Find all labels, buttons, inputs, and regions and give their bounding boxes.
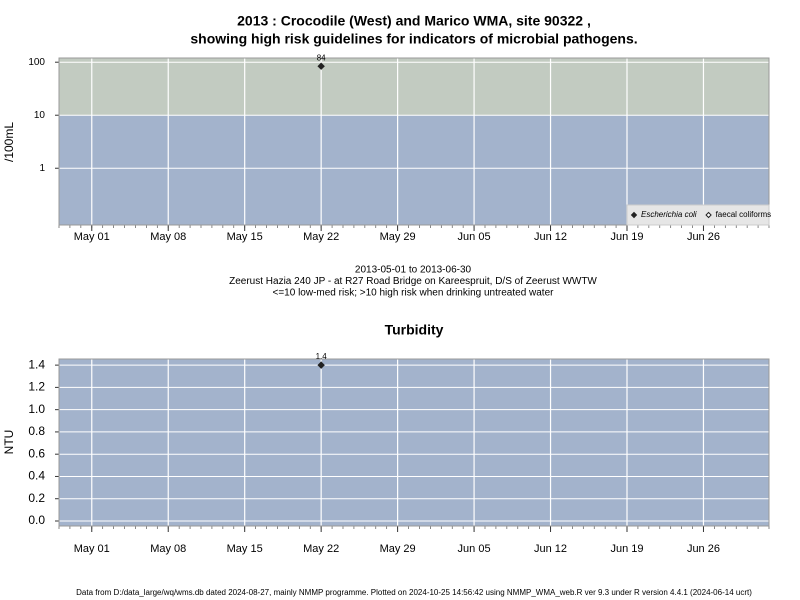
data-label: 84 [317,53,326,62]
footer: Data from D:/data_large/wq/wms.db dated … [76,588,752,597]
x-tick-label: May 15 [227,543,263,555]
x-tick-label: May 08 [150,231,186,243]
y-tick-label: 0.6 [28,446,45,460]
x-tick-label: May 22 [303,231,339,243]
chart-title: 2013 : Crocodile (West) and Marico WMA, … [237,13,591,29]
x-tick-label: May 29 [380,543,416,555]
y-tick-label: 1 [39,163,45,174]
subtitle: <=10 low-med risk; >10 high risk when dr… [273,288,555,299]
x-tick-label: Jun 26 [687,543,720,555]
x-tick-label: Jun 19 [610,231,643,243]
x-tick-label: Jun 12 [534,543,567,555]
y-tick-label: 1.4 [28,357,45,371]
x-tick-label: Jun 05 [458,231,491,243]
chart-title: Turbidity [385,322,444,338]
subtitle: 2013-05-01 to 2013-06-30 [355,265,472,276]
x-tick-label: Jun 05 [458,543,491,555]
data-label: 1.4 [316,352,328,361]
x-tick-label: May 01 [74,543,110,555]
x-tick-label: May 22 [303,543,339,555]
y-tick-label: 0.2 [28,491,45,505]
legend-marker [630,211,638,219]
y-tick-label: 0.0 [28,513,45,527]
legend-label: Escherichia coli [641,210,697,219]
y-tick-label: 0.8 [28,424,45,438]
chart-title: showing high risk guidelines for indicat… [190,31,637,47]
y-tick-label: 0.4 [28,469,45,483]
x-tick-label: Jun 12 [534,231,567,243]
y-axis-label: NTU [2,430,16,455]
legend-box [626,204,770,226]
y-tick-label: 10 [34,110,46,121]
y-axis-label: /100mL [2,122,16,162]
x-tick-label: Jun 26 [687,231,720,243]
legend-label: faecal coliforms [716,210,772,219]
x-tick-label: May 08 [150,543,186,555]
plot-background [59,359,769,526]
x-tick-label: May 01 [74,231,110,243]
data-point [317,62,325,70]
x-tick-label: May 29 [380,231,416,243]
y-tick-label: 100 [28,57,45,68]
legend-marker [705,211,712,219]
data-point [317,361,325,369]
x-tick-label: May 15 [227,231,263,243]
y-tick-label: 1.0 [28,402,45,416]
plot-border [58,358,770,527]
plot-border [58,57,770,226]
high-risk-band [59,58,769,116]
subtitle: Zeerust Hazia 240 JP - at R27 Road Bridg… [229,276,597,287]
x-tick-label: Jun 19 [610,543,643,555]
y-tick-label: 1.2 [28,380,45,394]
